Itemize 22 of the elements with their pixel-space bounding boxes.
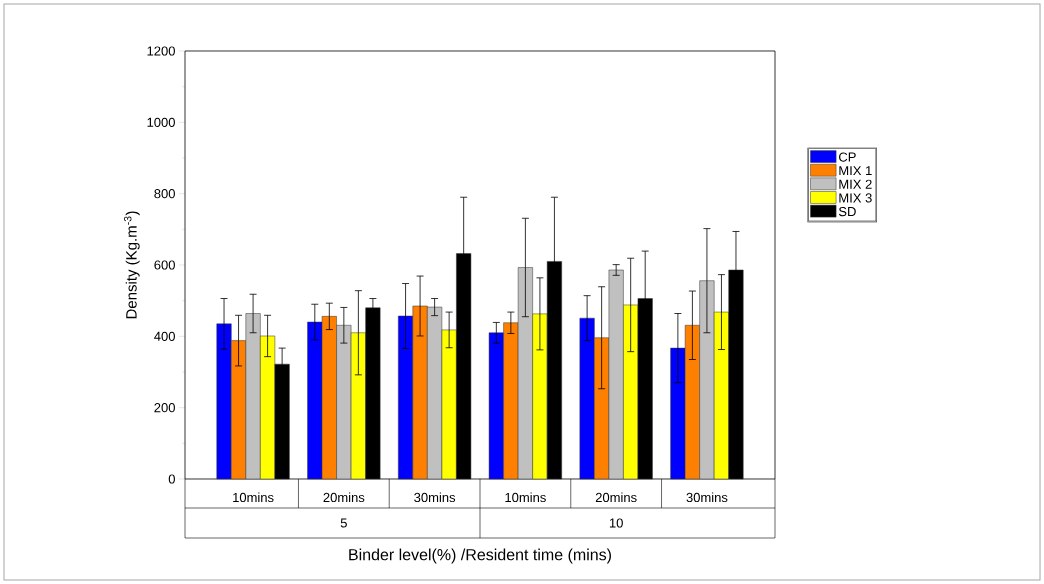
x-axis-title: Binder level(%) /Resident time (mins) bbox=[349, 548, 611, 564]
y-tick-label: 600 bbox=[154, 260, 175, 270]
y-tick-label: 800 bbox=[154, 189, 175, 199]
y-tick-label: 1200 bbox=[147, 46, 175, 56]
x-tick-label: 20mins bbox=[595, 492, 637, 503]
y-tick-label: 1000 bbox=[147, 117, 175, 127]
legend-label: SD bbox=[838, 206, 856, 217]
y-tick-label: 0 bbox=[168, 474, 175, 484]
x-tick-label: 10mins bbox=[233, 492, 274, 503]
x-tick-label: 30mins bbox=[414, 492, 456, 503]
legend-label: MIX 1 bbox=[839, 166, 872, 176]
legend-label: CP bbox=[839, 152, 856, 162]
text: 10 bbox=[609, 518, 623, 528]
x-tick-label: 30mins bbox=[686, 492, 728, 503]
y-tick-label: 400 bbox=[154, 331, 175, 341]
y-tick-label: 200 bbox=[154, 403, 175, 413]
x-tick-label: 10mins bbox=[505, 492, 546, 503]
legend-label: MIX 3 bbox=[839, 193, 872, 203]
text: 5 bbox=[340, 518, 347, 528]
y-axis-title: Density (Kg.m$^{-3}$) bbox=[124, 211, 140, 319]
x-tick-label: 20mins bbox=[323, 492, 365, 503]
legend-label: MIX 2 bbox=[839, 179, 872, 189]
